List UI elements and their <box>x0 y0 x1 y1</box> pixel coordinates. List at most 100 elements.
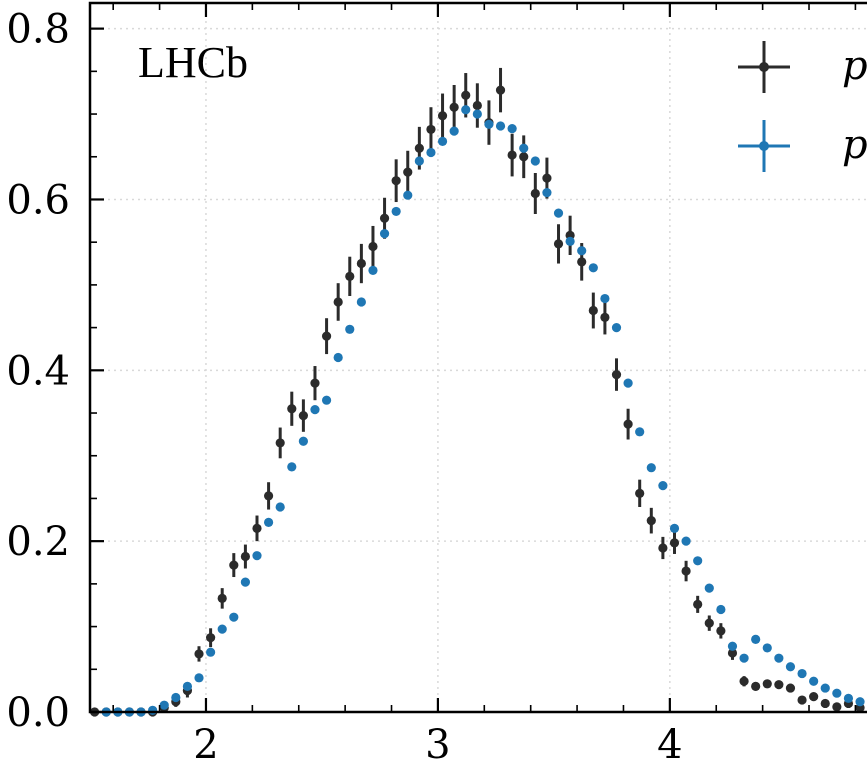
data-point <box>727 648 738 658</box>
data-point <box>693 556 703 566</box>
data-point <box>553 208 564 218</box>
data-point <box>148 705 158 715</box>
data-point <box>762 679 772 689</box>
data-point <box>298 410 308 421</box>
data-point <box>797 695 807 705</box>
data-point <box>310 405 320 415</box>
data-point <box>600 312 610 322</box>
lhcb-watermark: LHCb <box>138 38 248 87</box>
legend-swatch-marker <box>759 141 769 151</box>
data-point <box>449 102 459 112</box>
data-point <box>333 352 343 363</box>
data-point <box>403 167 413 177</box>
data-point <box>321 331 332 341</box>
data-point <box>716 604 726 615</box>
x-tick-label: 2 <box>193 722 218 766</box>
data-point <box>437 136 448 146</box>
data-point <box>461 105 471 115</box>
data-point <box>774 680 784 690</box>
data-point <box>739 653 749 663</box>
data-point <box>252 523 262 533</box>
data-point <box>495 121 506 131</box>
data-point <box>635 488 645 498</box>
data-point <box>356 297 366 307</box>
data-point <box>751 634 761 644</box>
series-1 <box>101 105 865 717</box>
y-tick-label: 0.8 <box>6 7 70 53</box>
data-point <box>820 698 830 709</box>
data-point <box>611 369 622 380</box>
data-point <box>553 239 564 249</box>
data-point <box>681 536 691 546</box>
data-point <box>507 123 517 134</box>
data-point <box>669 538 680 548</box>
data-point <box>681 566 691 576</box>
data-point <box>217 624 227 634</box>
data-point <box>472 109 482 119</box>
data-point <box>437 111 448 121</box>
data-point <box>484 119 494 129</box>
data-point <box>182 681 193 691</box>
data-point <box>785 683 796 693</box>
data-point <box>739 676 749 686</box>
data-point <box>646 516 656 526</box>
data-point <box>379 229 390 239</box>
data-point <box>843 693 854 703</box>
y-tick-label: 0.0 <box>6 690 70 736</box>
data-point <box>298 436 308 446</box>
x-tick-label: 3 <box>425 722 450 766</box>
data-point <box>472 100 482 111</box>
data-point <box>751 681 761 691</box>
data-point <box>379 213 390 223</box>
data-point <box>368 241 378 252</box>
data-point <box>252 551 262 561</box>
data-point <box>356 258 366 269</box>
data-point <box>368 265 378 275</box>
legend-label: p <box>842 43 867 89</box>
data-point <box>345 324 355 334</box>
data-point <box>820 683 830 693</box>
data-point <box>206 647 216 657</box>
data-point <box>530 188 540 199</box>
x-tick-label: 4 <box>657 722 682 766</box>
data-point <box>658 543 668 553</box>
data-point <box>461 90 471 100</box>
data-point <box>194 649 204 659</box>
axes: 2 3 4 0.0 0.2 0.4 0.6 0.8 <box>6 1 867 766</box>
data-point <box>287 404 297 414</box>
data-point <box>275 438 285 448</box>
legend: pp <box>738 41 867 172</box>
data-point <box>426 147 436 158</box>
data-point <box>635 427 645 437</box>
data-point <box>287 462 297 472</box>
data-point <box>263 517 274 527</box>
data-point <box>495 85 506 95</box>
data-point <box>449 126 459 136</box>
data-point <box>391 206 401 217</box>
data-point <box>797 668 807 679</box>
data-point <box>414 143 424 153</box>
data-point <box>774 653 784 663</box>
data-point <box>240 551 250 562</box>
data-point <box>704 583 714 593</box>
data-point <box>623 378 633 388</box>
data-point <box>658 481 668 491</box>
plot-frame <box>88 1 867 714</box>
data-point <box>530 156 540 166</box>
data-point <box>577 257 587 267</box>
data-point <box>519 152 529 162</box>
data-point <box>600 293 610 304</box>
data-point <box>217 593 227 603</box>
legend-entry-1: p <box>738 120 867 172</box>
data-point <box>321 395 332 405</box>
data-point <box>519 143 529 153</box>
data-point <box>206 633 216 643</box>
data-point <box>333 297 343 307</box>
y-tick-label: 0.4 <box>6 348 70 394</box>
data-point <box>345 271 355 281</box>
data-point <box>588 263 598 273</box>
data-point <box>565 236 575 246</box>
data-point <box>727 641 738 651</box>
data-series <box>90 67 865 717</box>
